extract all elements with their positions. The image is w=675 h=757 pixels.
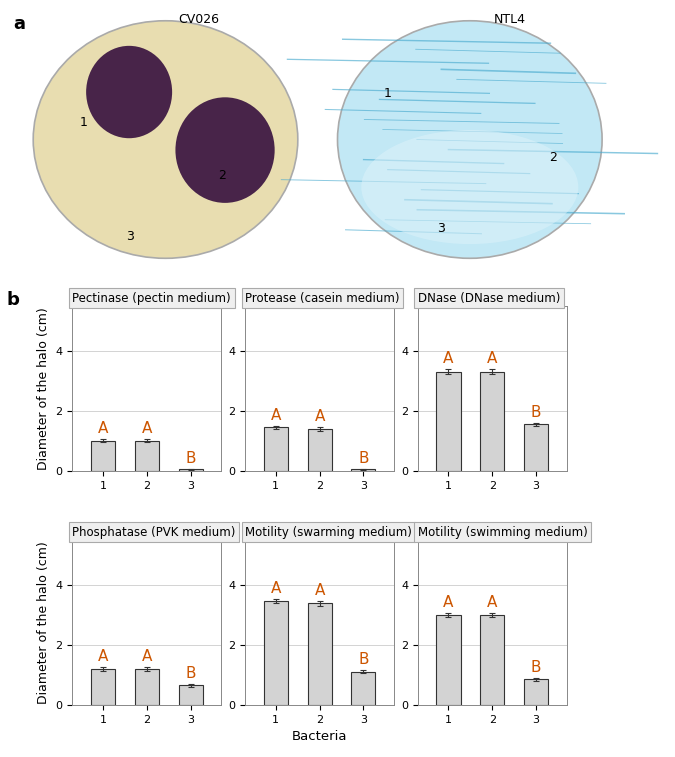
Bar — [135, 441, 159, 471]
Text: B: B — [358, 653, 369, 668]
Text: Phosphatase (PVK medium): Phosphatase (PVK medium) — [72, 525, 236, 539]
Text: A: A — [315, 584, 325, 598]
Text: A: A — [443, 351, 454, 366]
Text: 3: 3 — [437, 222, 445, 235]
Bar — [352, 469, 375, 471]
Text: A: A — [271, 581, 281, 597]
Bar — [524, 679, 548, 705]
Bar — [352, 672, 375, 705]
Bar — [308, 429, 331, 471]
Text: Motility (swarming medium): Motility (swarming medium) — [245, 525, 412, 539]
Bar — [437, 372, 460, 471]
Text: NTL4: NTL4 — [493, 14, 526, 26]
Ellipse shape — [361, 130, 578, 244]
Ellipse shape — [338, 20, 602, 258]
Text: 1: 1 — [384, 87, 392, 101]
Text: A: A — [98, 422, 108, 436]
Text: A: A — [271, 407, 281, 422]
Ellipse shape — [86, 46, 172, 139]
Text: A: A — [142, 649, 152, 664]
Text: Protease (casein medium): Protease (casein medium) — [245, 291, 400, 304]
Bar — [480, 372, 504, 471]
Text: A: A — [487, 351, 497, 366]
Text: Motility (swimming medium): Motility (swimming medium) — [418, 525, 587, 539]
Text: B: B — [531, 404, 541, 419]
Text: 2: 2 — [219, 169, 226, 182]
Bar — [179, 685, 202, 705]
Bar — [308, 603, 331, 705]
Text: A: A — [315, 409, 325, 424]
Text: DNase (DNase medium): DNase (DNase medium) — [418, 291, 560, 304]
Text: B: B — [186, 666, 196, 681]
Text: B: B — [531, 660, 541, 675]
Text: B: B — [186, 450, 196, 466]
Ellipse shape — [33, 20, 298, 258]
Bar — [264, 428, 288, 471]
Y-axis label: Diameter of the halo (cm): Diameter of the halo (cm) — [37, 307, 50, 469]
Text: CV026: CV026 — [178, 14, 219, 26]
Bar — [179, 469, 202, 471]
Bar — [480, 615, 504, 705]
Bar — [135, 669, 159, 705]
Text: A: A — [443, 595, 454, 610]
Text: 1: 1 — [80, 117, 87, 129]
Text: B: B — [358, 450, 369, 466]
Bar — [91, 441, 115, 471]
Text: A: A — [98, 649, 108, 664]
X-axis label: Bacteria: Bacteria — [292, 731, 348, 743]
Text: b: b — [7, 291, 20, 310]
Text: a: a — [14, 15, 26, 33]
Y-axis label: Diameter of the halo (cm): Diameter of the halo (cm) — [37, 541, 50, 704]
Text: A: A — [142, 422, 152, 436]
Text: Pectinase (pectin medium): Pectinase (pectin medium) — [72, 291, 231, 304]
Text: 3: 3 — [126, 230, 134, 243]
Ellipse shape — [176, 98, 275, 203]
Text: A: A — [487, 595, 497, 610]
Text: 2: 2 — [549, 151, 557, 164]
Bar — [437, 615, 460, 705]
Bar — [91, 669, 115, 705]
Bar — [264, 601, 288, 705]
Bar — [524, 425, 548, 471]
